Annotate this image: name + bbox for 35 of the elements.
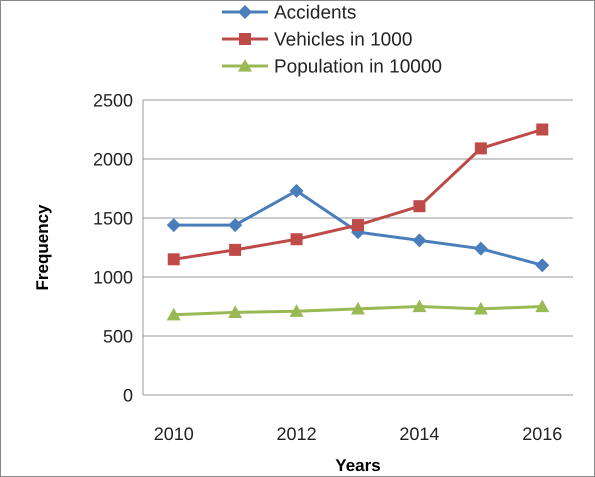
y-tick-label: 0 [122,385,133,406]
legend-label: Accidents [274,2,356,24]
legend-label: Vehicles in 1000 [274,30,412,51]
y-tick-label: 500 [102,326,133,346]
x-tick-label: 2010 [154,424,194,444]
point [412,233,426,248]
point [168,253,180,266]
y-tick-label: 2500 [92,90,133,110]
point [535,258,550,272]
point [535,300,550,312]
point [474,302,488,314]
point [290,184,304,198]
point [290,304,304,317]
point [474,142,487,154]
x-tick-label: 2014 [399,424,440,444]
point [536,124,548,136]
point [228,218,242,232]
y-tick-label: 1500 [92,208,133,228]
point [229,244,242,256]
y-tick-label: 1000 [92,267,133,288]
point [166,308,181,320]
y-tick-label: 2000 [92,149,133,170]
legend-label: Population in 10000 [274,56,442,78]
x-tick-label: 2012 [276,424,317,444]
x-tick-label: 2016 [522,424,562,444]
point [351,302,365,314]
point [228,305,242,318]
point [412,300,426,312]
point [413,200,426,212]
x-axis-title: Years [335,456,381,475]
y-axis-title: Frequency [33,204,52,290]
point [474,242,488,256]
point [166,218,181,232]
point [352,219,364,232]
point [290,233,303,246]
